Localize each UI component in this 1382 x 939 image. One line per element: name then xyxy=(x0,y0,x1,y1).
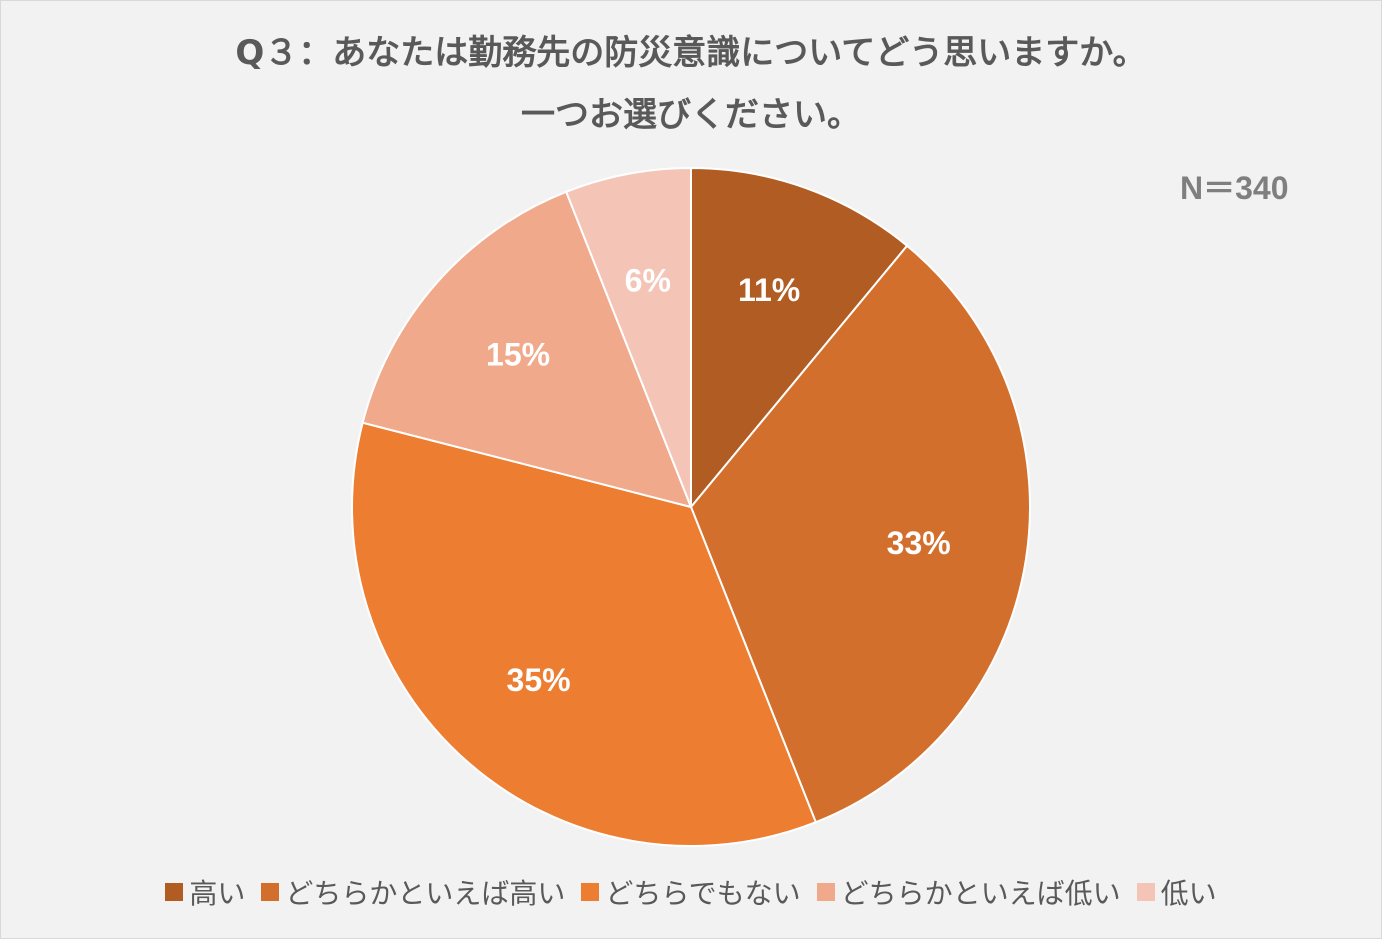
legend-item-somewhat-high: どちらかといえば高い xyxy=(261,872,565,912)
pie-label-somewhat-low: 15% xyxy=(486,337,550,373)
pie-slice-somewhat-low xyxy=(361,190,693,509)
pie-label-neutral: 35% xyxy=(507,662,571,698)
chart-title-line-1: Q３：あなたは勤務先の防災意識についてどう思いますか。 xyxy=(235,33,1147,73)
pie-slice-low xyxy=(564,166,692,508)
legend-label-somewhat-low: どちらかといえば低い xyxy=(840,877,1121,910)
legend-swatch-high xyxy=(165,883,184,901)
chart-legend: 高い どちらかといえば高い どちらでもない どちらかといえば低い 低い xyxy=(0,872,1382,912)
legend-item-neutral: どちらでもない xyxy=(581,872,801,912)
legend-label-high: 高い xyxy=(189,877,246,910)
legend-item-high: 高い xyxy=(165,872,245,912)
pie-slices xyxy=(351,166,1031,847)
pie-label-low: 6% xyxy=(625,263,671,299)
legend-label-low: 低い xyxy=(1160,877,1217,910)
legend-item-low: 低い xyxy=(1136,872,1217,912)
pie-label-high: 11% xyxy=(738,272,800,308)
legend-swatch-somewhat-high xyxy=(261,883,280,901)
sample-size-label: N＝340 xyxy=(1180,170,1289,206)
pie-label-somewhat-high: 33% xyxy=(887,525,951,561)
legend-item-somewhat-low: どちらかといえば低い xyxy=(816,872,1121,912)
chart-title-line-2: 一つお選びください。 xyxy=(521,95,861,135)
pie-value-labels: 11% 33% 35% 15% 6% xyxy=(486,263,951,698)
legend-label-somewhat-high: どちらかといえば高い xyxy=(285,877,566,910)
legend-label-neutral: どちらでもない xyxy=(605,877,801,910)
pie-slice-somewhat-high xyxy=(689,244,1031,824)
pie-slice-neutral xyxy=(351,421,818,847)
pie-slice-high xyxy=(690,166,909,510)
chart-title: Q３：あなたは勤務先の防災意識についてどう思いますか。 一つお選びください。 xyxy=(0,22,1382,146)
legend-swatch-low xyxy=(1136,883,1155,901)
legend-swatch-somewhat-low xyxy=(816,883,835,901)
legend-swatch-neutral xyxy=(581,883,600,901)
